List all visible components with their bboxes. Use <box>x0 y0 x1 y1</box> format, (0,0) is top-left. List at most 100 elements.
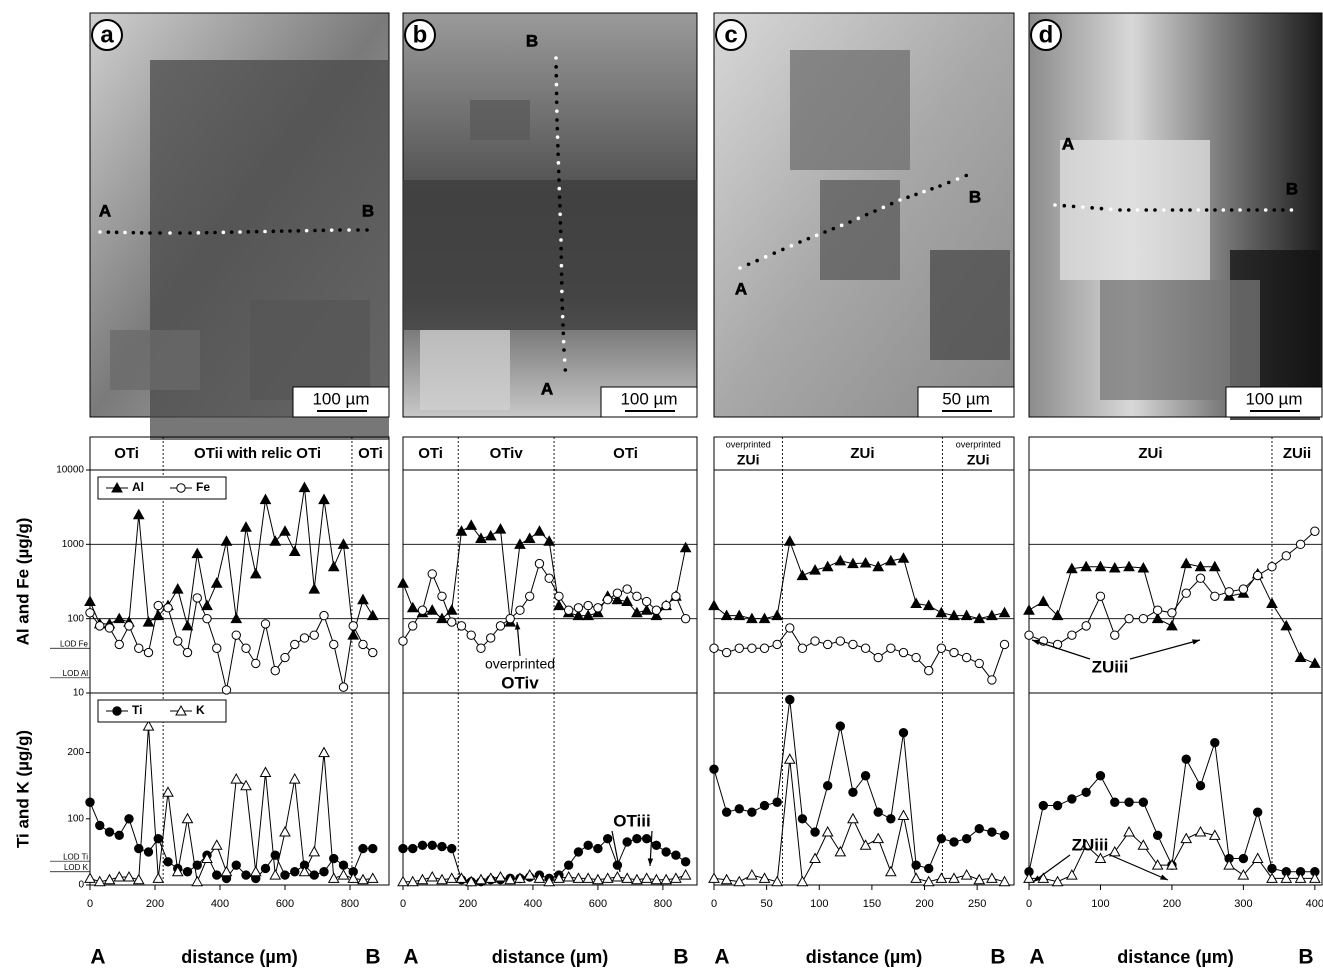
circle-marker <box>1239 585 1247 593</box>
circle-marker <box>887 644 895 652</box>
triangle-marker <box>466 520 476 529</box>
triangle-marker <box>270 870 280 879</box>
circle-marker <box>86 798 94 806</box>
profile-dot <box>807 237 811 241</box>
profile-dot <box>556 144 560 148</box>
circle-marker <box>1182 755 1190 763</box>
x-tick-label: 200 <box>459 898 477 910</box>
profile-dot <box>247 230 251 234</box>
circle-marker <box>603 595 611 603</box>
circle-marker <box>1111 631 1119 639</box>
profile-dot <box>197 231 201 235</box>
profile-dot <box>1153 208 1157 212</box>
triangle-marker <box>1038 597 1048 606</box>
circle-marker <box>135 844 143 852</box>
profile-dot <box>107 230 111 234</box>
circle-marker <box>320 611 328 619</box>
micrograph-feature <box>470 100 530 140</box>
profile-dot <box>555 118 559 122</box>
triangle-marker <box>134 510 144 519</box>
circle-marker <box>232 861 240 869</box>
triangle-marker <box>300 483 310 492</box>
circle-marker <box>735 805 743 813</box>
profile-dot <box>559 247 563 251</box>
profile-dot <box>1247 208 1251 212</box>
profile-dot <box>823 230 827 234</box>
circle-marker <box>339 861 347 869</box>
circle-marker <box>861 772 869 780</box>
series-line <box>714 700 1005 869</box>
circle-marker <box>722 808 730 816</box>
circle-marker <box>154 601 162 609</box>
circle-marker <box>428 841 436 849</box>
panel-letter: c <box>724 21 737 48</box>
circle-marker <box>962 834 970 842</box>
circle-marker <box>96 821 104 829</box>
profile-dot <box>564 368 568 372</box>
circle-marker <box>823 640 831 648</box>
circle-marker <box>1196 574 1204 582</box>
circle-marker <box>887 815 895 823</box>
profile-dot <box>890 202 894 206</box>
triangle-marker <box>183 814 193 823</box>
triangle-marker <box>911 598 921 607</box>
micrograph-feature <box>790 50 910 170</box>
triangle-marker <box>261 495 271 504</box>
profile-dot <box>832 227 836 231</box>
circle-marker <box>144 648 152 656</box>
triangle-marker <box>1067 870 1077 879</box>
profile-dot <box>559 255 563 259</box>
circle-marker <box>1139 798 1147 806</box>
x-tick-label: 100 <box>1091 898 1109 910</box>
circle-marker <box>681 858 689 866</box>
circle-marker <box>1239 854 1247 862</box>
profile-dot <box>213 231 217 235</box>
circle-marker <box>349 622 357 630</box>
profile-dot <box>1272 208 1276 212</box>
triangle-marker <box>681 870 691 879</box>
y-axis-label: Ti and K (µg/g) <box>13 730 32 848</box>
zone-label: OTiv <box>490 445 524 462</box>
circle-marker <box>105 828 113 836</box>
circle-marker <box>242 871 250 879</box>
triangle-marker <box>525 533 535 542</box>
triangle-marker <box>290 774 300 783</box>
profile-dot <box>1290 208 1294 212</box>
x-axis-label: distance (µm) <box>181 947 297 967</box>
profile-dot <box>772 251 776 255</box>
triangle-marker <box>564 872 574 881</box>
annotation: ZUiii <box>1072 835 1109 854</box>
zone-label: OTii with relic OTi <box>194 445 321 462</box>
profile-dot <box>115 231 119 235</box>
profile-dot <box>140 231 144 235</box>
triangle-marker <box>495 872 505 881</box>
circle-marker <box>760 644 768 652</box>
circle-marker <box>1153 831 1161 839</box>
profile-end-label: B <box>1298 946 1313 969</box>
circle-marker <box>1253 808 1261 816</box>
circle-marker <box>252 659 260 667</box>
circle-marker <box>748 644 756 652</box>
profile-dot <box>1136 208 1140 212</box>
micrograph-feature <box>110 330 200 390</box>
triangle-marker <box>936 608 946 617</box>
triangle-marker <box>183 621 193 630</box>
profile-dot <box>1053 203 1057 207</box>
triangle-marker <box>835 556 845 565</box>
profile-end: B <box>1286 179 1298 198</box>
circle-marker <box>1111 798 1119 806</box>
circle-marker <box>912 653 920 661</box>
x-tick-label: 600 <box>589 898 607 910</box>
circle-marker <box>1039 801 1047 809</box>
triangle-marker <box>823 827 833 836</box>
legend-marker <box>113 707 121 715</box>
circle-marker <box>710 644 718 652</box>
profile-dot <box>798 240 802 244</box>
circle-marker <box>261 864 269 872</box>
profile-dot <box>914 193 918 197</box>
circle-marker <box>672 592 680 600</box>
circle-marker <box>1068 631 1076 639</box>
profile-dot <box>288 229 292 233</box>
profile-dot <box>178 231 182 235</box>
x-axis-label: distance (µm) <box>1117 947 1233 967</box>
